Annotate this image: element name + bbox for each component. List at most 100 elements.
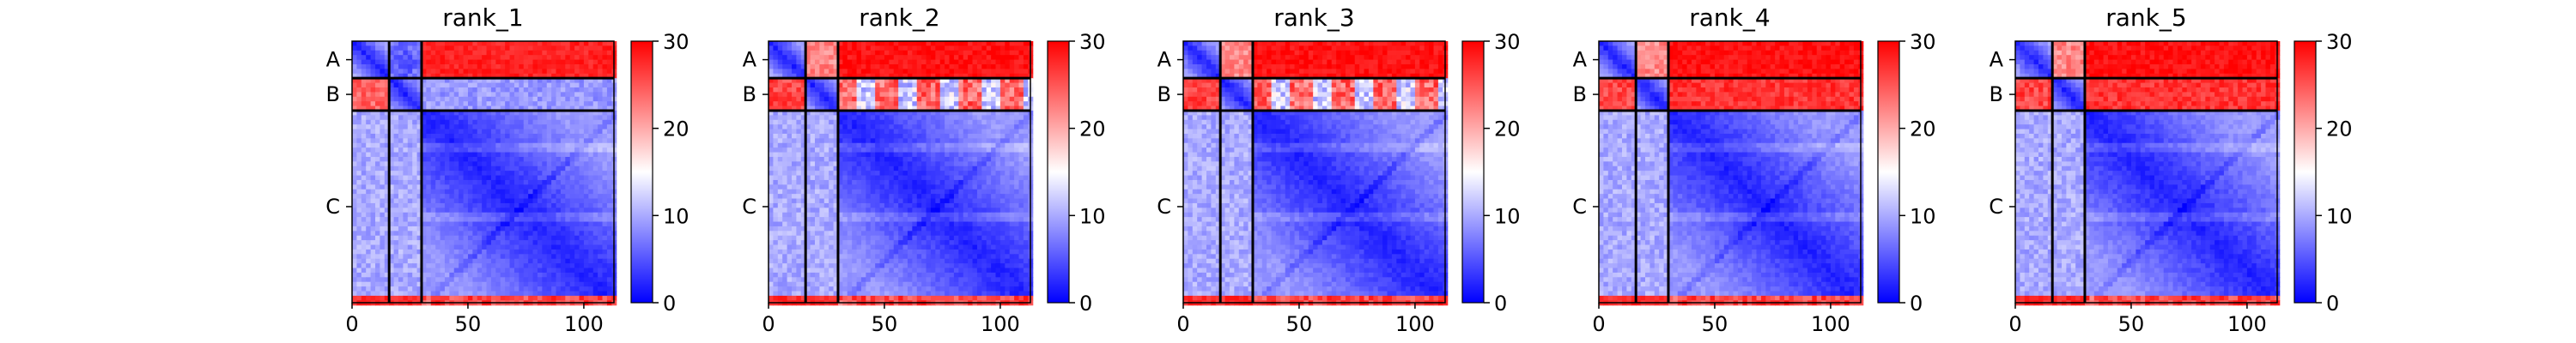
heatmap-cell bbox=[366, 295, 372, 301]
heatmap-cell bbox=[435, 129, 441, 135]
heatmap-cell bbox=[999, 171, 1005, 177]
heatmap-cell bbox=[490, 175, 496, 181]
heatmap-cell bbox=[453, 240, 459, 246]
heatmap-cell bbox=[592, 73, 598, 79]
heatmap-cell bbox=[412, 147, 418, 153]
heatmap-cell bbox=[842, 105, 848, 111]
heatmap-cell bbox=[361, 115, 367, 121]
heatmap-cell bbox=[370, 133, 376, 139]
heatmap-cell bbox=[412, 175, 418, 181]
heatmap-cell bbox=[847, 165, 853, 172]
heatmap-cell bbox=[963, 171, 969, 177]
heatmap-cell bbox=[898, 105, 904, 111]
heatmap-cell bbox=[958, 101, 964, 107]
heatmap-cell bbox=[921, 45, 927, 51]
heatmap-cell bbox=[912, 147, 918, 153]
heatmap-cell bbox=[398, 142, 404, 148]
heatmap-cell bbox=[769, 142, 774, 148]
heatmap-cell bbox=[430, 179, 436, 185]
heatmap-cell bbox=[505, 175, 511, 181]
heatmap-cell bbox=[814, 55, 820, 61]
heatmap-cell bbox=[606, 258, 612, 264]
heatmap-cell bbox=[769, 147, 774, 153]
heatmap-cell bbox=[991, 161, 997, 167]
heatmap-cell bbox=[444, 142, 450, 148]
heatmap-cell bbox=[991, 133, 997, 139]
heatmap-cell bbox=[361, 249, 367, 255]
heatmap-cell bbox=[805, 69, 811, 75]
heatmap-cell bbox=[945, 133, 951, 139]
heatmap-cell bbox=[398, 110, 404, 116]
heatmap-cell bbox=[810, 175, 816, 181]
heatmap-cell bbox=[463, 202, 469, 208]
heatmap-cell bbox=[505, 221, 511, 227]
heatmap-cell bbox=[588, 142, 594, 148]
heatmap-cell bbox=[519, 152, 525, 158]
heatmap-cell bbox=[958, 142, 964, 148]
heatmap-cell bbox=[856, 45, 862, 51]
heatmap-cell bbox=[463, 59, 469, 65]
heatmap-cell bbox=[523, 249, 529, 255]
heatmap-cell bbox=[602, 115, 608, 121]
heatmap-cell bbox=[430, 82, 436, 88]
heatmap-cell bbox=[403, 258, 409, 264]
heatmap-cell bbox=[519, 249, 525, 255]
heatmap-cell bbox=[606, 202, 612, 208]
heatmap-cell bbox=[945, 45, 951, 51]
heatmap-cell bbox=[1014, 92, 1020, 98]
heatmap-cell bbox=[440, 165, 446, 172]
colorbar-tick-label: 0 bbox=[663, 292, 676, 316]
heatmap-cell bbox=[440, 82, 446, 88]
heatmap-cell bbox=[421, 73, 427, 79]
heatmap-cell bbox=[560, 152, 566, 158]
heatmap-cell bbox=[505, 217, 511, 223]
heatmap-cell bbox=[583, 198, 589, 204]
heatmap-cell bbox=[814, 69, 820, 75]
heatmap-cell bbox=[569, 231, 575, 237]
heatmap-cell bbox=[361, 272, 367, 278]
heatmap-cell bbox=[389, 55, 395, 61]
heatmap-cell bbox=[421, 165, 427, 172]
heatmap-cell bbox=[412, 152, 418, 158]
heatmap-cell bbox=[879, 152, 885, 158]
heatmap-cell bbox=[852, 165, 858, 172]
heatmap-cell bbox=[528, 96, 534, 102]
heatmap-cell bbox=[495, 217, 501, 223]
heatmap-cell bbox=[444, 179, 450, 185]
heatmap-cell bbox=[482, 152, 488, 158]
heatmap-cell bbox=[800, 171, 806, 177]
heatmap-cell bbox=[513, 129, 519, 135]
heatmap-cell bbox=[449, 124, 455, 130]
heatmap-cell bbox=[449, 110, 455, 116]
heatmap-cell bbox=[389, 69, 395, 75]
heatmap-cell bbox=[777, 63, 783, 69]
heatmap-cell bbox=[879, 110, 885, 116]
heatmap-cell bbox=[482, 179, 488, 185]
heatmap-cell bbox=[352, 119, 357, 125]
heatmap-cell bbox=[866, 152, 872, 158]
heatmap-cell bbox=[837, 55, 843, 61]
heatmap-cell bbox=[416, 124, 422, 130]
heatmap-cell bbox=[361, 87, 367, 93]
heatmap-cell bbox=[374, 129, 380, 135]
heatmap-cell bbox=[519, 212, 525, 218]
heatmap-cell bbox=[366, 133, 372, 139]
heatmap-cell bbox=[823, 78, 829, 84]
heatmap-cell bbox=[592, 179, 598, 185]
heatmap-cell bbox=[606, 189, 612, 195]
heatmap-cell bbox=[486, 101, 492, 107]
heatmap-cell bbox=[463, 281, 469, 287]
heatmap-cell bbox=[519, 59, 525, 65]
heatmap-cell bbox=[403, 142, 409, 148]
heatmap-cell bbox=[902, 165, 908, 172]
heatmap-cell bbox=[421, 189, 427, 195]
heatmap-cell bbox=[814, 73, 820, 79]
heatmap-cell bbox=[787, 129, 793, 135]
heatmap-cell bbox=[370, 147, 376, 153]
heatmap-cell bbox=[777, 50, 783, 56]
heatmap-cell bbox=[958, 156, 964, 162]
heatmap-cell bbox=[384, 281, 390, 287]
heatmap-cell bbox=[565, 194, 571, 200]
heatmap-cell bbox=[421, 87, 427, 93]
heatmap-cell bbox=[532, 119, 538, 125]
